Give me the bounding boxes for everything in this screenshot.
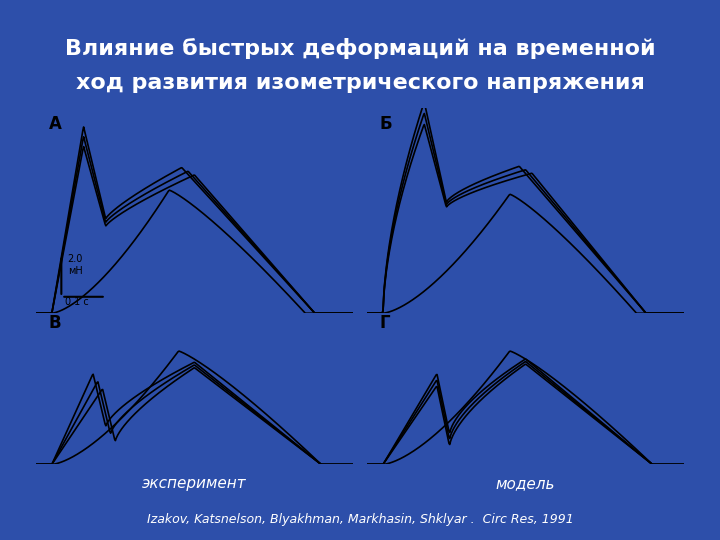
Text: А: А (49, 114, 61, 132)
Text: ход развития изометрического напряжения: ход развития изометрического напряжения (76, 73, 644, 93)
Text: эксперимент: эксперимент (142, 476, 247, 491)
Text: 0.1 с: 0.1 с (65, 297, 89, 307)
Text: Izakov, Katsnelson, Blyakhman, Markhasin, Shklyar .  Circ Res, 1991: Izakov, Katsnelson, Blyakhman, Markhasin… (147, 514, 573, 526)
Text: Влияние быстрых деформаций на временной: Влияние быстрых деформаций на временной (65, 38, 655, 59)
Text: 2.0: 2.0 (68, 254, 83, 264)
Text: модель: модель (496, 476, 555, 491)
Text: Г: Г (380, 314, 390, 332)
Text: В: В (49, 314, 61, 332)
Text: Б: Б (380, 114, 392, 132)
Text: мН: мН (68, 266, 82, 276)
